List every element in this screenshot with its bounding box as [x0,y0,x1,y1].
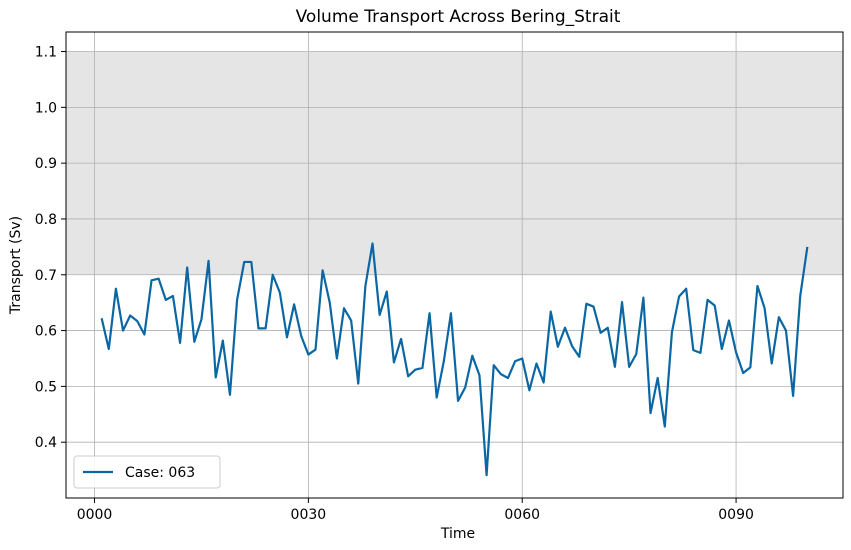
y-axis-label: Transport (Sv) [8,216,24,315]
plot-frame [65,31,844,499]
y-axis-ticks: 0.4 0.5 0.6 0.7 0.8 0.9 1.0 1.1 [35,45,66,451]
plot-area [65,31,844,499]
y-tick-label: 0.8 [35,212,57,228]
x-tick-label: 0030 [291,507,327,523]
y-tick-label: 0.4 [35,435,57,451]
y-tick-label: 0.9 [35,156,57,172]
y-tick-label: 0.6 [35,324,57,340]
x-tick-label: 0090 [718,507,754,523]
x-tick-label: 0060 [504,507,540,523]
y-tick-label: 0.7 [35,268,57,284]
chart-title: Volume Transport Across Bering_Strait [296,7,621,27]
legend-box [73,455,221,489]
x-tick-label: 0000 [77,507,113,523]
legend-label: Case: 063 [125,465,195,481]
series-line-case-063 [100,242,809,477]
legend: Case: 063 [73,455,221,489]
x-axis-ticks: 0000 0030 0060 0090 [77,498,754,523]
y-tick-label: 1.0 [35,100,57,116]
grid-lines [66,32,843,498]
y-tick-label: 0.5 [35,379,57,395]
y-tick-label: 1.1 [35,45,57,61]
x-axis-label: Time [440,526,475,542]
